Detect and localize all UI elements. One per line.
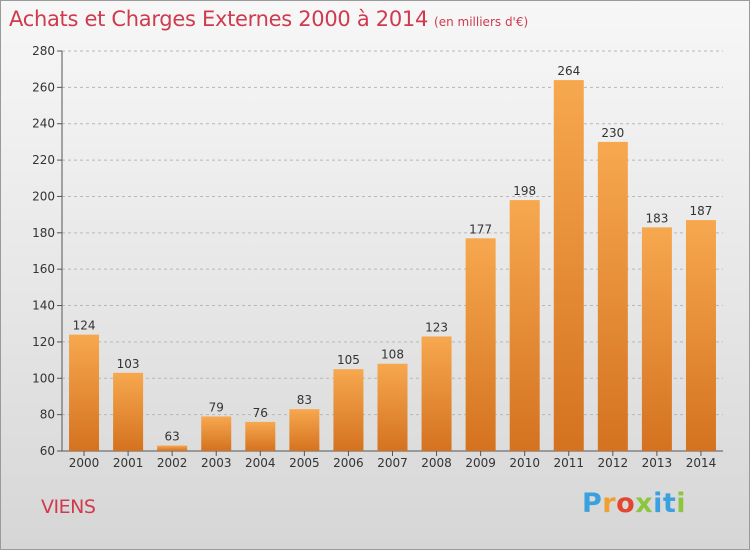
y-tick-label: 260 [32,80,55,94]
y-tick-label: 100 [32,371,55,385]
data-label: 264 [557,64,580,78]
bar [113,372,144,451]
chart-title: Achats et Charges Externes 2000 à 2014 (e… [9,7,528,31]
bar [553,80,584,451]
y-tick-label: 60 [40,444,55,458]
bar [421,336,452,451]
y-tick-label: 80 [40,408,55,422]
bar [245,421,276,451]
y-tick-label: 160 [32,262,55,276]
proxiti-logo: Proxiti [582,488,687,519]
commune-name: VIENS [41,496,96,518]
bar [641,227,672,451]
x-tick-label: 2007 [377,456,408,470]
x-tick-label: 2014 [686,456,717,470]
x-tick-label: 2004 [245,456,276,470]
data-label: 187 [690,204,713,218]
bar [201,416,232,451]
x-tick-label: 2002 [157,456,188,470]
x-tick-label: 2012 [598,456,629,470]
x-tick-label: 2009 [465,456,496,470]
x-tick-label: 2008 [421,456,452,470]
bars [69,80,716,451]
data-label: 76 [253,406,268,420]
y-tick-label: 200 [32,189,55,203]
x-tick-label: 2003 [201,456,232,470]
bar [69,334,100,451]
data-label: 103 [117,357,140,371]
data-label: 177 [469,222,492,236]
data-label: 230 [601,126,624,140]
x-tick-label: 2001 [113,456,144,470]
y-tick-label: 120 [32,335,55,349]
labels: 60 80 100 120 140 160 180 200 220 240 260 280 124 200… [32,44,716,470]
data-label: 183 [645,211,668,225]
x-tick-label: 2011 [553,456,584,470]
y-tick-label: 180 [32,226,55,240]
x-tick-label: 2013 [642,456,673,470]
x-tick-label: 2000 [69,456,100,470]
y-tick-label: 280 [32,44,55,58]
data-label: 63 [165,430,180,444]
bar [509,200,540,451]
data-label: 123 [425,320,448,334]
data-label: 83 [297,393,312,407]
chart-subtitle: (en milliers d'€) [434,15,529,29]
chart-title-text: Achats et Charges Externes 2000 à 2014 [9,7,429,31]
bar [289,409,320,451]
x-tick-label: 2005 [289,456,320,470]
bar [685,220,716,451]
bar [465,238,496,451]
x-tick-label: 2010 [509,456,540,470]
y-tick-label: 140 [32,299,55,313]
data-label: 108 [381,348,404,362]
y-tick-label: 240 [32,117,55,131]
data-label: 124 [73,319,96,333]
bar [597,141,628,451]
data-label: 198 [513,184,536,198]
data-label: 79 [209,400,224,414]
bar [333,369,364,451]
bar [157,445,188,451]
bar [377,363,408,451]
x-tick-label: 2006 [333,456,364,470]
data-label: 105 [337,353,360,367]
y-tick-label: 220 [32,153,55,167]
